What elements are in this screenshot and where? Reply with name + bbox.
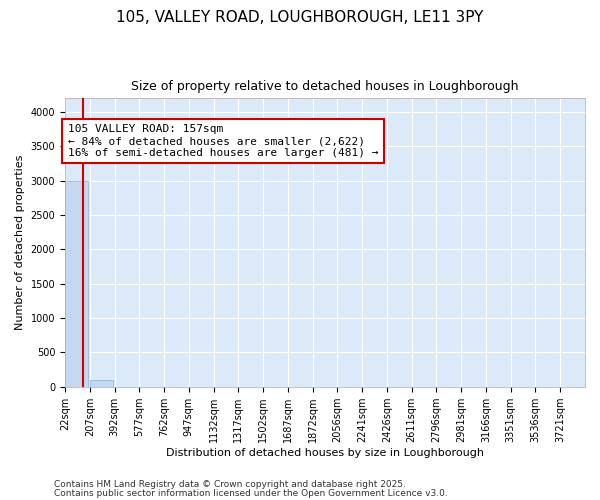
Title: Size of property relative to detached houses in Loughborough: Size of property relative to detached ho… xyxy=(131,80,519,93)
Bar xyxy=(90,380,113,386)
Text: 105, VALLEY ROAD, LOUGHBOROUGH, LE11 3PY: 105, VALLEY ROAD, LOUGHBOROUGH, LE11 3PY xyxy=(116,10,484,25)
Text: 105 VALLEY ROAD: 157sqm
← 84% of detached houses are smaller (2,622)
16% of semi: 105 VALLEY ROAD: 157sqm ← 84% of detache… xyxy=(68,124,378,158)
X-axis label: Distribution of detached houses by size in Loughborough: Distribution of detached houses by size … xyxy=(166,448,484,458)
Text: Contains HM Land Registry data © Crown copyright and database right 2025.: Contains HM Land Registry data © Crown c… xyxy=(54,480,406,489)
Bar xyxy=(65,180,88,386)
Y-axis label: Number of detached properties: Number of detached properties xyxy=(15,155,25,330)
Text: Contains public sector information licensed under the Open Government Licence v3: Contains public sector information licen… xyxy=(54,488,448,498)
